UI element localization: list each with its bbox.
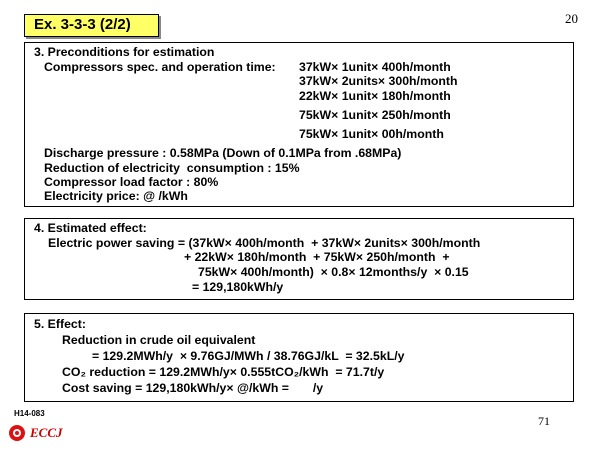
heading: 4. Estimated effect: bbox=[34, 221, 147, 235]
page-number: 20 bbox=[565, 11, 578, 26]
title: Ex. 3-3-3 (2/2) bbox=[34, 16, 131, 33]
slide-number: 71 bbox=[538, 414, 550, 428]
logo-icon bbox=[9, 425, 25, 441]
text-line: Electric power saving = (37kW× 400h/mont… bbox=[48, 236, 481, 250]
doc-code: H14-083 bbox=[14, 409, 45, 418]
title-box bbox=[24, 14, 159, 37]
text-line: Reduction of electricity consumption : 1… bbox=[44, 161, 300, 175]
spec: 75kW× 1unit× 250h/month bbox=[299, 108, 451, 122]
text-line: + 22kW× 180h/month + 75kW× 250h/month + bbox=[184, 250, 450, 264]
spec-label: Compressors spec. and operation time: bbox=[44, 60, 276, 74]
spec: 37kW× 1unit× 400h/month bbox=[299, 60, 451, 74]
spec: 22kW× 1unit× 180h/month bbox=[299, 89, 451, 103]
text-line: = 129.2MWh/y × 9.76GJ/MWh / 38.76GJ/kL =… bbox=[92, 349, 405, 363]
text-line: Electricity price: @ /kWh bbox=[44, 189, 188, 203]
text-line: Cost saving = 129,180kWh/y× @/kWh = /y bbox=[62, 381, 324, 395]
section-box bbox=[24, 313, 574, 402]
text-line: Discharge pressure : 0.58MPa (Down of 0.… bbox=[44, 146, 402, 160]
spec: 37kW× 2units× 300h/month bbox=[299, 74, 458, 88]
heading: 3. Preconditions for estimation bbox=[34, 45, 215, 59]
section-box bbox=[24, 42, 574, 207]
heading: 5. Effect: bbox=[34, 317, 86, 331]
text-line: CO₂ reduction = 129.2MWh/y× 0.555tCO₂/kW… bbox=[62, 365, 385, 379]
text-line: Compressor load factor : 80% bbox=[44, 175, 219, 189]
text-line: 75kW× 400h/month) × 0.8× 12months/y × 0.… bbox=[198, 265, 469, 279]
logo-text: ECCJ bbox=[30, 425, 63, 440]
text-line: Reduction in crude oil equivalent bbox=[62, 333, 256, 347]
section-box bbox=[24, 218, 574, 300]
spec: 75kW× 1unit× 00h/month bbox=[299, 127, 444, 141]
text-line: = 129,180kWh/y bbox=[192, 280, 284, 294]
